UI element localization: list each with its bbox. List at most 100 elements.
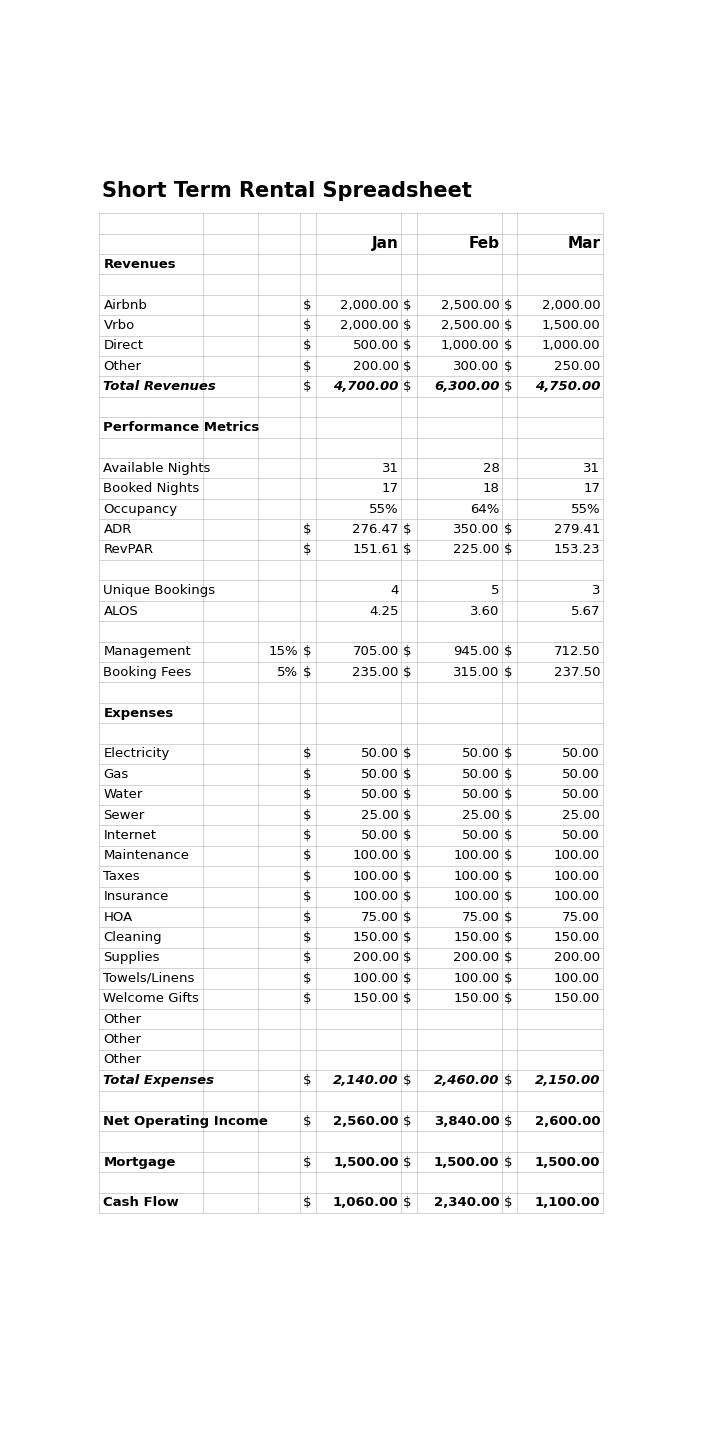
Text: 28: 28 xyxy=(483,462,499,475)
Text: 4,750.00: 4,750.00 xyxy=(534,380,600,393)
Text: 4: 4 xyxy=(390,585,399,598)
Text: 200.00: 200.00 xyxy=(352,360,399,373)
Text: 350.00: 350.00 xyxy=(453,523,499,536)
Text: $: $ xyxy=(504,523,513,536)
Text: 1,500.00: 1,500.00 xyxy=(534,1155,600,1168)
Text: 100.00: 100.00 xyxy=(352,869,399,882)
Text: 50.00: 50.00 xyxy=(563,748,600,761)
Text: 31: 31 xyxy=(381,462,399,475)
Text: 25.00: 25.00 xyxy=(462,808,499,822)
Text: 75.00: 75.00 xyxy=(562,911,600,924)
Text: 50.00: 50.00 xyxy=(361,768,399,781)
Text: 2,600.00: 2,600.00 xyxy=(534,1115,600,1128)
Text: Expenses: Expenses xyxy=(103,706,174,719)
Text: 2,340.00: 2,340.00 xyxy=(434,1197,499,1210)
Text: $: $ xyxy=(403,891,412,904)
Text: Other: Other xyxy=(103,1012,141,1025)
Text: 150.00: 150.00 xyxy=(554,931,600,944)
Text: $: $ xyxy=(403,319,412,332)
Text: 200.00: 200.00 xyxy=(554,951,600,964)
Text: Cash Flow: Cash Flow xyxy=(103,1197,179,1210)
Text: $: $ xyxy=(303,911,311,924)
Text: 712.50: 712.50 xyxy=(554,645,600,658)
Text: Towels/Linens: Towels/Linens xyxy=(103,972,195,985)
Text: Total Expenses: Total Expenses xyxy=(103,1074,215,1087)
Text: $: $ xyxy=(303,339,311,352)
Text: 225.00: 225.00 xyxy=(453,543,499,556)
Text: $: $ xyxy=(303,891,311,904)
Text: 2,000.00: 2,000.00 xyxy=(340,319,399,332)
Text: $: $ xyxy=(303,829,311,842)
Text: Performance Metrics: Performance Metrics xyxy=(103,420,260,433)
Text: $: $ xyxy=(403,543,412,556)
Text: 100.00: 100.00 xyxy=(352,849,399,862)
Text: $: $ xyxy=(403,748,412,761)
Text: 150.00: 150.00 xyxy=(554,992,600,1005)
Text: 2,560.00: 2,560.00 xyxy=(333,1115,399,1128)
Text: 150.00: 150.00 xyxy=(352,931,399,944)
Text: 100.00: 100.00 xyxy=(352,972,399,985)
Text: 100.00: 100.00 xyxy=(352,891,399,904)
Text: 17: 17 xyxy=(583,482,600,495)
Text: $: $ xyxy=(504,1197,513,1210)
Text: 2,000.00: 2,000.00 xyxy=(340,299,399,312)
Text: $: $ xyxy=(504,319,513,332)
Text: Supplies: Supplies xyxy=(103,951,160,964)
Text: Sewer: Sewer xyxy=(103,808,145,822)
Text: Total Revenues: Total Revenues xyxy=(103,380,216,393)
Text: $: $ xyxy=(303,849,311,862)
Text: $: $ xyxy=(504,829,513,842)
Text: 150.00: 150.00 xyxy=(453,931,499,944)
Text: $: $ xyxy=(504,992,513,1005)
Text: 235.00: 235.00 xyxy=(352,666,399,679)
Text: 50.00: 50.00 xyxy=(361,748,399,761)
Text: $: $ xyxy=(504,849,513,862)
Text: Booking Fees: Booking Fees xyxy=(103,666,191,679)
Text: $: $ xyxy=(504,1074,513,1087)
Text: Feb: Feb xyxy=(468,236,499,252)
Text: 2,500.00: 2,500.00 xyxy=(440,319,499,332)
Text: 100.00: 100.00 xyxy=(454,972,499,985)
Text: Gas: Gas xyxy=(103,768,129,781)
Text: 5: 5 xyxy=(491,585,499,598)
Text: Internet: Internet xyxy=(103,829,157,842)
Text: $: $ xyxy=(403,951,412,964)
Text: 64%: 64% xyxy=(470,502,499,516)
Text: $: $ xyxy=(504,1115,513,1128)
Text: 200.00: 200.00 xyxy=(352,951,399,964)
Text: Cleaning: Cleaning xyxy=(103,931,162,944)
Text: 2,000.00: 2,000.00 xyxy=(542,299,600,312)
Text: ALOS: ALOS xyxy=(103,605,138,618)
Text: 2,150.00: 2,150.00 xyxy=(534,1074,600,1087)
Text: $: $ xyxy=(403,339,412,352)
Text: $: $ xyxy=(403,1074,412,1087)
Text: Electricity: Electricity xyxy=(103,748,170,761)
Text: $: $ xyxy=(303,1197,311,1210)
Text: 75.00: 75.00 xyxy=(462,911,499,924)
Text: Other: Other xyxy=(103,1032,141,1047)
Text: $: $ xyxy=(504,666,513,679)
Text: $: $ xyxy=(403,992,412,1005)
Text: Vrbo: Vrbo xyxy=(103,319,135,332)
Text: 55%: 55% xyxy=(571,502,600,516)
Text: $: $ xyxy=(403,1197,412,1210)
Text: 1,000.00: 1,000.00 xyxy=(542,339,600,352)
Text: 279.41: 279.41 xyxy=(554,523,600,536)
Text: 1,500.00: 1,500.00 xyxy=(333,1155,399,1168)
Text: 500.00: 500.00 xyxy=(352,339,399,352)
Text: 300.00: 300.00 xyxy=(454,360,499,373)
Text: $: $ xyxy=(504,748,513,761)
Text: 100.00: 100.00 xyxy=(554,849,600,862)
Text: $: $ xyxy=(403,1115,412,1128)
Text: Short Term Rental Spreadsheet: Short Term Rental Spreadsheet xyxy=(102,180,472,200)
Text: $: $ xyxy=(303,523,311,536)
Text: Welcome Gifts: Welcome Gifts xyxy=(103,992,199,1005)
Text: 150.00: 150.00 xyxy=(453,992,499,1005)
Text: Occupancy: Occupancy xyxy=(103,502,178,516)
Text: 4.25: 4.25 xyxy=(369,605,399,618)
Text: 276.47: 276.47 xyxy=(352,523,399,536)
Text: $: $ xyxy=(403,849,412,862)
Text: $: $ xyxy=(403,523,412,536)
Text: 25.00: 25.00 xyxy=(361,808,399,822)
Text: $: $ xyxy=(403,666,412,679)
